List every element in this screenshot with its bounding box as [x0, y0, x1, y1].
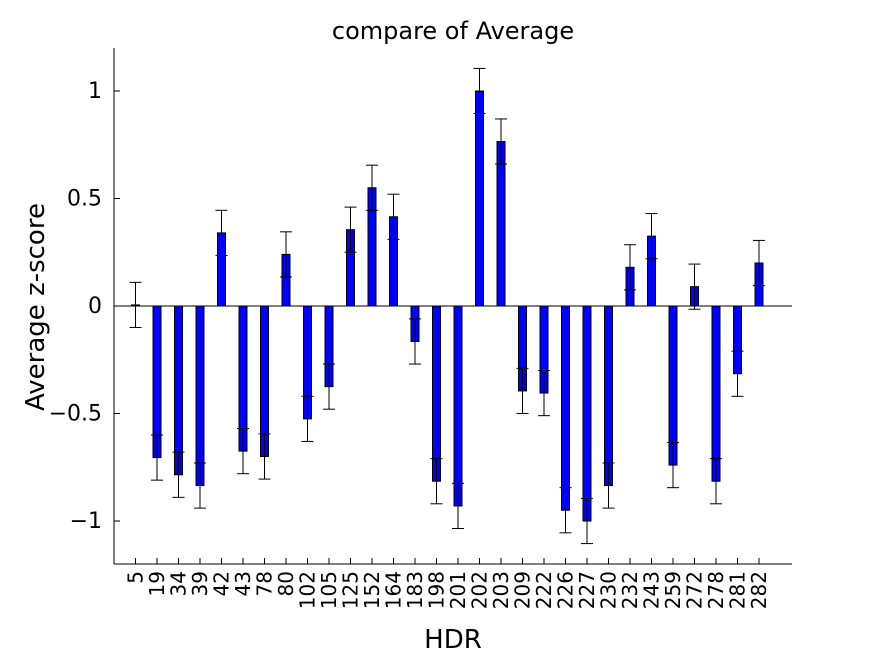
x-tick-label: 272 [683, 571, 707, 609]
bar [475, 90, 484, 307]
x-tick-label: 5 [124, 571, 148, 584]
x-tick-label: 43 [231, 571, 255, 596]
bar [561, 305, 570, 511]
x-tick-label: 183 [403, 571, 427, 609]
y-tick-label: 0.5 [67, 187, 102, 212]
y-tick-label: −1 [70, 509, 102, 534]
x-tick-label: 102 [296, 571, 320, 609]
x-tick-label: 198 [425, 571, 449, 609]
x-tick-label: 201 [446, 571, 470, 609]
x-tick-label: 243 [640, 571, 664, 609]
x-tick-label: 202 [468, 571, 492, 609]
x-tick-label: 230 [597, 571, 621, 609]
x-axis-label: HDR [424, 625, 482, 655]
y-tick-label: 1 [88, 79, 102, 104]
bar [668, 305, 678, 466]
x-tick-label: 125 [339, 571, 363, 609]
bar [174, 305, 183, 476]
x-tick-label: 281 [726, 571, 750, 609]
x-tick-label: 19 [145, 571, 169, 596]
bar [582, 305, 592, 522]
y-tick-label: 0 [88, 294, 102, 319]
plot-area: −1 −0.5 0 0.5 1 51934394243788010210512515216… [49, 48, 792, 609]
x-tick-label: 222 [532, 571, 556, 609]
x-tick-label: 227 [575, 571, 599, 609]
bar [195, 305, 205, 487]
y-tick-label: −0.5 [49, 402, 102, 427]
bar [496, 141, 506, 307]
x-tick-label: 232 [618, 571, 642, 609]
x-tick-label: 203 [489, 571, 513, 609]
x-tick-label: 39 [188, 571, 212, 596]
x-tick-label: 80 [274, 571, 298, 596]
x-tick-label: 226 [554, 571, 578, 609]
bar [432, 305, 441, 482]
chart-title: compare of Average [332, 17, 574, 45]
x-tick-label: 282 [747, 571, 771, 609]
x-tick-label: 209 [511, 571, 535, 609]
x-tick-label: 34 [167, 571, 191, 596]
x-tick-label: 42 [210, 571, 234, 596]
bar [711, 305, 721, 482]
bar [453, 305, 463, 507]
x-tick-label: 164 [382, 571, 406, 609]
x-tick-label: 259 [661, 571, 685, 609]
x-tick-label: 78 [253, 571, 277, 596]
x-tick-label: 105 [317, 571, 341, 609]
y-axis-label: Average z-score [21, 203, 51, 411]
x-tick-label: 152 [360, 571, 384, 609]
x-tick-label: 278 [704, 571, 728, 609]
bar [604, 305, 613, 487]
